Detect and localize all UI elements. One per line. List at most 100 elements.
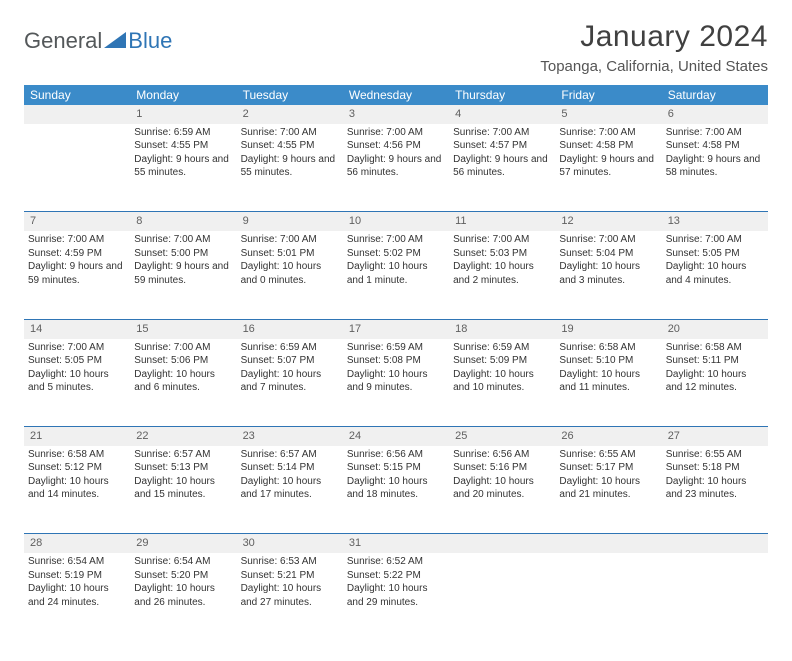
day-number: 27 bbox=[668, 430, 680, 442]
sunset-text: Sunset: 5:12 PM bbox=[28, 461, 126, 475]
sunset-text: Sunset: 4:55 PM bbox=[134, 139, 232, 153]
sunrise-text: Sunrise: 6:54 AM bbox=[134, 555, 232, 569]
day-number: 26 bbox=[561, 430, 573, 442]
sunrise-text: Sunrise: 6:57 AM bbox=[134, 448, 232, 462]
day-number: 30 bbox=[243, 537, 255, 549]
day-number: 12 bbox=[561, 215, 573, 227]
day-cell bbox=[555, 553, 661, 641]
day-number: 21 bbox=[30, 430, 42, 442]
daynum-row: 21 22 23 24 25 26 27 bbox=[24, 427, 768, 446]
daynum-cell: 17 bbox=[343, 319, 449, 338]
sunrise-text: Sunrise: 7:00 AM bbox=[559, 233, 657, 247]
daylight-text: Daylight: 10 hours and 14 minutes. bbox=[28, 475, 126, 502]
daynum-cell: 16 bbox=[237, 319, 343, 338]
day-cell: Sunrise: 7:00 AMSunset: 5:05 PMDaylight:… bbox=[662, 231, 768, 319]
sunrise-text: Sunrise: 6:58 AM bbox=[28, 448, 126, 462]
daylight-text: Daylight: 10 hours and 21 minutes. bbox=[559, 475, 657, 502]
daynum-row: 78910111213 bbox=[24, 212, 768, 231]
brand-logo: General Blue bbox=[24, 28, 172, 54]
daylight-text: Daylight: 10 hours and 11 minutes. bbox=[559, 368, 657, 395]
day-cell bbox=[24, 124, 130, 212]
day-cell: Sunrise: 6:56 AMSunset: 5:15 PMDaylight:… bbox=[343, 446, 449, 534]
daynum-row: 28 29 30 31 bbox=[24, 534, 768, 553]
daynum-cell: 15 bbox=[130, 319, 236, 338]
sunset-text: Sunset: 5:05 PM bbox=[28, 354, 126, 368]
sunset-text: Sunset: 4:59 PM bbox=[28, 247, 126, 261]
day-header-row: Sunday Monday Tuesday Wednesday Thursday… bbox=[24, 85, 768, 105]
daynum-cell: 12 bbox=[555, 212, 661, 231]
daynum-cell: 3 bbox=[343, 105, 449, 124]
page: General Blue January 2024 Topanga, Calif… bbox=[0, 0, 792, 661]
daylight-text: Daylight: 10 hours and 2 minutes. bbox=[453, 260, 551, 287]
day-header: Thursday bbox=[449, 85, 555, 105]
sunrise-text: Sunrise: 6:55 AM bbox=[666, 448, 764, 462]
day-cell: Sunrise: 7:00 AMSunset: 4:55 PMDaylight:… bbox=[237, 124, 343, 212]
daylight-text: Daylight: 9 hours and 57 minutes. bbox=[559, 153, 657, 180]
day-cell: Sunrise: 6:57 AMSunset: 5:13 PMDaylight:… bbox=[130, 446, 236, 534]
day-number: 29 bbox=[136, 537, 148, 549]
content-row: Sunrise: 6:58 AMSunset: 5:12 PMDaylight:… bbox=[24, 446, 768, 534]
sunrise-text: Sunrise: 6:55 AM bbox=[559, 448, 657, 462]
day-number: 2 bbox=[243, 108, 249, 120]
day-cell: Sunrise: 7:00 AMSunset: 5:04 PMDaylight:… bbox=[555, 231, 661, 319]
sunset-text: Sunset: 4:58 PM bbox=[666, 139, 764, 153]
daylight-text: Daylight: 10 hours and 24 minutes. bbox=[28, 582, 126, 609]
sunrise-text: Sunrise: 6:59 AM bbox=[134, 126, 232, 140]
day-number: 5 bbox=[561, 108, 567, 120]
sunrise-text: Sunrise: 7:00 AM bbox=[559, 126, 657, 140]
daynum-cell: 26 bbox=[555, 427, 661, 446]
daynum-cell: 22 bbox=[130, 427, 236, 446]
day-number: 17 bbox=[349, 323, 361, 335]
day-number: 6 bbox=[668, 108, 674, 120]
daynum-cell: 27 bbox=[662, 427, 768, 446]
header: General Blue January 2024 Topanga, Calif… bbox=[24, 20, 768, 75]
day-number: 15 bbox=[136, 323, 148, 335]
sunrise-text: Sunrise: 7:00 AM bbox=[134, 341, 232, 355]
day-cell: Sunrise: 6:55 AMSunset: 5:18 PMDaylight:… bbox=[662, 446, 768, 534]
daylight-text: Daylight: 9 hours and 55 minutes. bbox=[134, 153, 232, 180]
day-cell: Sunrise: 7:00 AMSunset: 4:56 PMDaylight:… bbox=[343, 124, 449, 212]
daynum-cell: 24 bbox=[343, 427, 449, 446]
day-cell: Sunrise: 7:00 AMSunset: 5:01 PMDaylight:… bbox=[237, 231, 343, 319]
daynum-cell: 6 bbox=[662, 105, 768, 124]
day-header: Friday bbox=[555, 85, 661, 105]
day-number: 1 bbox=[136, 108, 142, 120]
daynum-cell: 28 bbox=[24, 534, 130, 553]
sunset-text: Sunset: 5:16 PM bbox=[453, 461, 551, 475]
content-row: Sunrise: 7:00 AMSunset: 5:05 PMDaylight:… bbox=[24, 339, 768, 427]
daylight-text: Daylight: 10 hours and 9 minutes. bbox=[347, 368, 445, 395]
sunset-text: Sunset: 5:15 PM bbox=[347, 461, 445, 475]
day-number: 23 bbox=[243, 430, 255, 442]
day-number: 16 bbox=[243, 323, 255, 335]
day-cell: Sunrise: 6:59 AMSunset: 5:07 PMDaylight:… bbox=[237, 339, 343, 427]
daynum-row: 14151617181920 bbox=[24, 319, 768, 338]
daylight-text: Daylight: 10 hours and 20 minutes. bbox=[453, 475, 551, 502]
sunset-text: Sunset: 5:04 PM bbox=[559, 247, 657, 261]
sunset-text: Sunset: 5:09 PM bbox=[453, 354, 551, 368]
daylight-text: Daylight: 10 hours and 27 minutes. bbox=[241, 582, 339, 609]
daylight-text: Daylight: 10 hours and 4 minutes. bbox=[666, 260, 764, 287]
sunset-text: Sunset: 5:01 PM bbox=[241, 247, 339, 261]
daylight-text: Daylight: 10 hours and 17 minutes. bbox=[241, 475, 339, 502]
sunset-text: Sunset: 4:57 PM bbox=[453, 139, 551, 153]
daynum-cell: 31 bbox=[343, 534, 449, 553]
day-number: 10 bbox=[349, 215, 361, 227]
sunset-text: Sunset: 5:14 PM bbox=[241, 461, 339, 475]
day-cell: Sunrise: 6:59 AMSunset: 5:09 PMDaylight:… bbox=[449, 339, 555, 427]
daynum-cell: 10 bbox=[343, 212, 449, 231]
sunset-text: Sunset: 5:10 PM bbox=[559, 354, 657, 368]
sunrise-text: Sunrise: 7:00 AM bbox=[241, 233, 339, 247]
day-cell: Sunrise: 7:00 AMSunset: 4:57 PMDaylight:… bbox=[449, 124, 555, 212]
day-number: 11 bbox=[455, 215, 466, 227]
sunset-text: Sunset: 5:22 PM bbox=[347, 569, 445, 583]
day-cell: Sunrise: 7:00 AMSunset: 5:00 PMDaylight:… bbox=[130, 231, 236, 319]
sunset-text: Sunset: 4:55 PM bbox=[241, 139, 339, 153]
title-block: January 2024 Topanga, California, United… bbox=[540, 20, 768, 75]
sunrise-text: Sunrise: 7:00 AM bbox=[347, 126, 445, 140]
daylight-text: Daylight: 10 hours and 26 minutes. bbox=[134, 582, 232, 609]
daylight-text: Daylight: 10 hours and 5 minutes. bbox=[28, 368, 126, 395]
sunset-text: Sunset: 5:02 PM bbox=[347, 247, 445, 261]
calendar-table: Sunday Monday Tuesday Wednesday Thursday… bbox=[24, 85, 768, 641]
day-number: 25 bbox=[455, 430, 467, 442]
daynum-cell: 19 bbox=[555, 319, 661, 338]
